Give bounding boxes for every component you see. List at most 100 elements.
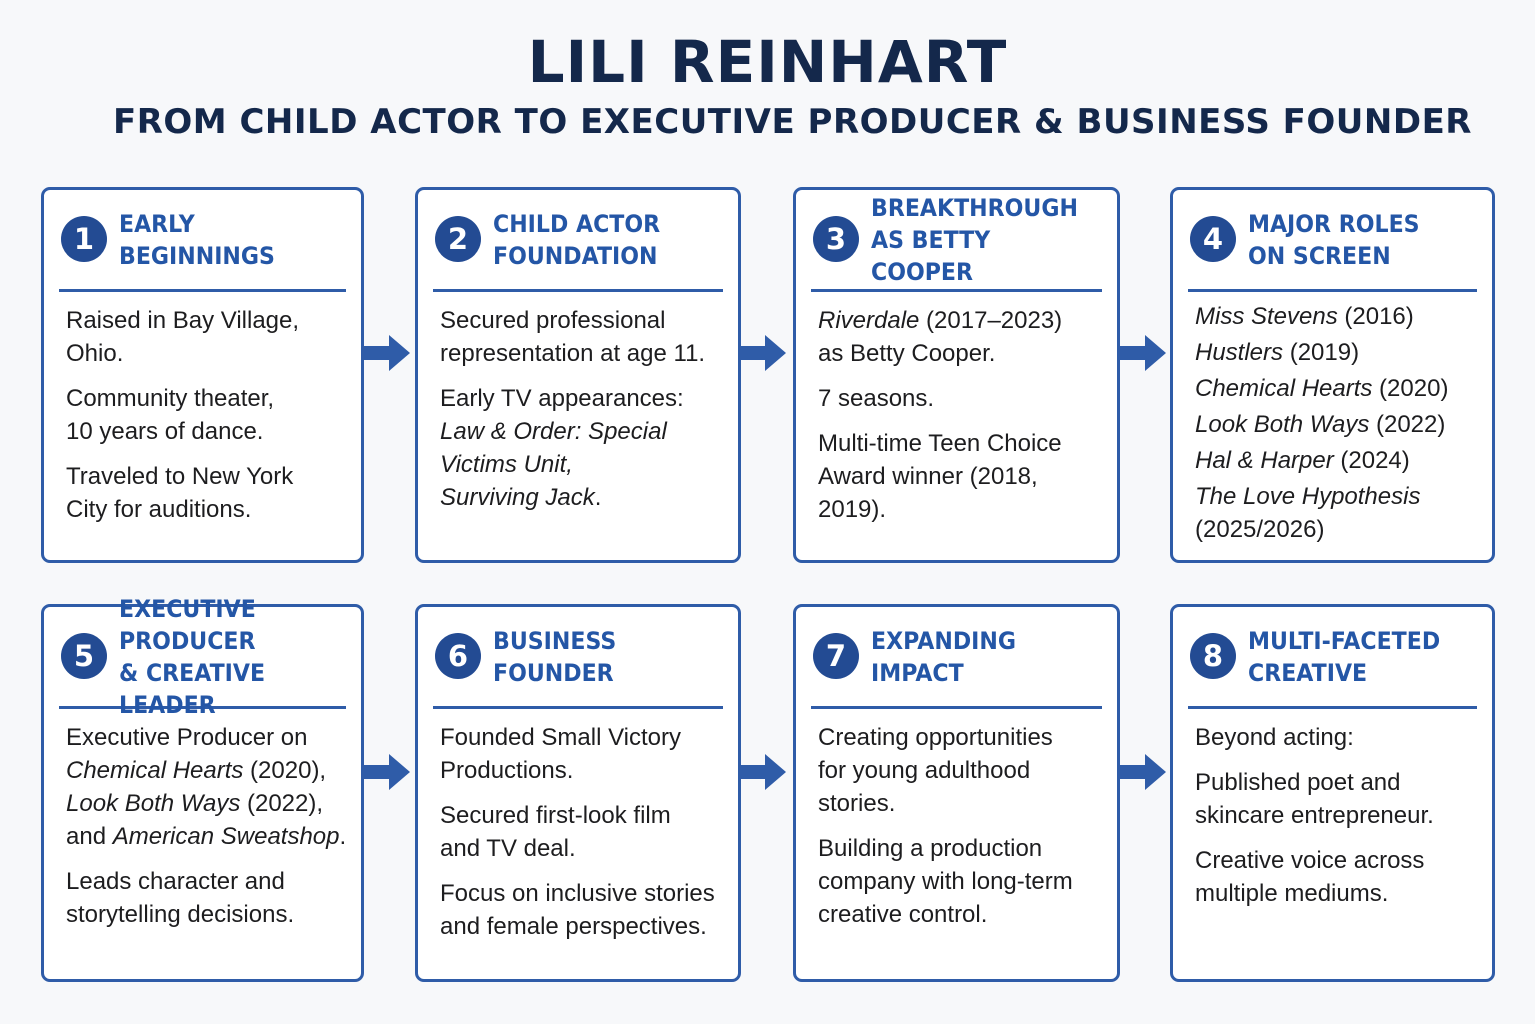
step-header: 8 MULTI-FACETED CREATIVE bbox=[1188, 607, 1477, 709]
step-title-container: BREAKTHROUGH AS BETTY COOPER bbox=[871, 190, 1084, 289]
body-text: Published poet and skincare entrepreneur. bbox=[1195, 769, 1434, 829]
body-text: Focus on inclusive stories and female per… bbox=[440, 880, 715, 940]
body-text: . bbox=[339, 823, 347, 850]
step-paragraph: The Love Hypothesis (2025/2026) bbox=[1195, 480, 1480, 546]
step-paragraph: Traveled to New York City for auditions. bbox=[66, 460, 349, 526]
title-italic-text: Riverdale bbox=[818, 307, 920, 334]
step-body: Executive Producer on Chemical Hearts (20… bbox=[66, 721, 349, 943]
step-title: BUSINESS FOUNDER bbox=[493, 626, 617, 687]
body-text: Beyond acting: bbox=[1195, 724, 1354, 751]
page-subtitle: FROM CHILD ACTOR TO EXECUTIVE PRODUCER &… bbox=[113, 102, 1472, 142]
step-number-badge: 5 bbox=[61, 633, 107, 679]
body-text: Community theater, 10 years of dance. bbox=[66, 385, 275, 445]
title-italic-text: Miss Stevens bbox=[1195, 303, 1338, 330]
step-card-8: 8 MULTI-FACETED CREATIVE Beyond acting: Pub… bbox=[1170, 604, 1495, 982]
body-text: Early TV appearances: bbox=[440, 385, 684, 412]
step-body: Raised in Bay Village, Ohio. Community the… bbox=[66, 304, 349, 538]
step-card-4: 4 MAJOR ROLES ON SCREEN Miss Stevens (2016… bbox=[1170, 187, 1495, 563]
body-text: 7 seasons. bbox=[818, 385, 935, 412]
step-paragraph: Hal & Harper (2024) bbox=[1195, 444, 1480, 477]
step-paragraph: Miss Stevens (2016) bbox=[1195, 300, 1480, 333]
step-card-7: 7 EXPANDING IMPACT Creating opportunities f… bbox=[793, 604, 1120, 982]
step-paragraph: Founded Small Victory Productions. bbox=[440, 721, 726, 787]
step-header: 1 EARLY BEGINNINGS bbox=[59, 190, 346, 292]
body-text: (2022) bbox=[1369, 411, 1446, 438]
step-title-container: EXECUTIVE PRODUCER & CREATIVE LEADER bbox=[119, 595, 328, 719]
step-paragraph: Chemical Hearts (2020) bbox=[1195, 372, 1480, 405]
step-paragraph: Published poet and skincare entrepreneur. bbox=[1195, 766, 1480, 832]
step-title-container: BUSINESS FOUNDER bbox=[493, 607, 705, 706]
body-text: Leads character and storytelling decision… bbox=[66, 868, 295, 928]
body-text: Secured professional representation at ag… bbox=[440, 307, 706, 367]
step-number-badge: 4 bbox=[1190, 216, 1236, 262]
step-number-badge: 3 bbox=[813, 216, 859, 262]
step-body: Creating opportunities for young adulthoo… bbox=[818, 721, 1105, 943]
step-card-3: 3 BREAKTHROUGH AS BETTY COOPER Riverdale (… bbox=[793, 187, 1120, 563]
step-card-6: 6 BUSINESS FOUNDER Founded Small Victory Pr… bbox=[415, 604, 741, 982]
body-text: Founded Small Victory Productions. bbox=[440, 724, 682, 784]
step-paragraph: Secured professional representation at ag… bbox=[440, 304, 726, 370]
step-title: CHILD ACTOR FOUNDATION bbox=[493, 209, 661, 270]
right-arrow-icon bbox=[1118, 754, 1166, 790]
step-paragraph: Look Both Ways (2022) bbox=[1195, 408, 1480, 441]
body-text: (2016) bbox=[1337, 303, 1414, 330]
body-text: (2020) bbox=[1372, 375, 1449, 402]
title-italic-text: Hustlers bbox=[1195, 339, 1284, 366]
right-arrow-icon bbox=[362, 754, 410, 790]
body-text: Raised in Bay Village, Ohio. bbox=[66, 307, 300, 367]
step-paragraph: Multi-time Teen Choice Award winner (2018… bbox=[818, 427, 1105, 526]
step-header: 5 EXECUTIVE PRODUCER & CREATIVE LEADER bbox=[59, 595, 346, 719]
step-title-container: EXPANDING IMPACT bbox=[871, 607, 1084, 706]
step-number-badge: 6 bbox=[435, 633, 481, 679]
right-arrow-icon bbox=[1118, 335, 1166, 371]
title-italic-text: Law & Order: Special Victims Unit, Survivi… bbox=[440, 418, 667, 511]
step-paragraph: Raised in Bay Village, Ohio. bbox=[66, 304, 349, 370]
step-paragraph: 7 seasons. bbox=[818, 382, 1105, 415]
step-title: BREAKTHROUGH AS BETTY COOPER bbox=[871, 193, 1078, 286]
step-header: 3 BREAKTHROUGH AS BETTY COOPER bbox=[811, 190, 1102, 292]
page-title: LILI REINHART bbox=[527, 28, 1008, 96]
step-paragraph: Creative voice across multiple mediums. bbox=[1195, 844, 1480, 910]
body-text: . bbox=[594, 484, 602, 511]
body-text: Traveled to New York City for auditions. bbox=[66, 463, 294, 523]
body-text: (2022), and bbox=[66, 790, 324, 850]
step-card-2: 2 CHILD ACTOR FOUNDATION Secured professio… bbox=[415, 187, 741, 563]
right-arrow-icon bbox=[362, 335, 410, 371]
step-paragraph: Leads character and storytelling decision… bbox=[66, 865, 349, 931]
step-title: EXPANDING IMPACT bbox=[871, 626, 1016, 687]
step-title: EARLY BEGINNINGS bbox=[119, 209, 275, 270]
right-arrow-icon bbox=[738, 754, 786, 790]
step-number-badge: 1 bbox=[61, 216, 107, 262]
body-text: Secured first-look film and TV deal. bbox=[440, 802, 671, 862]
step-title-container: MULTI-FACETED CREATIVE bbox=[1248, 607, 1459, 706]
step-body: Beyond acting: Published poet and skincare… bbox=[1195, 721, 1480, 922]
step-title: MAJOR ROLES ON SCREEN bbox=[1248, 209, 1420, 270]
step-paragraph: Executive Producer on Chemical Hearts (20… bbox=[66, 721, 349, 853]
body-text: (2017–2023) as Betty Cooper. bbox=[818, 307, 1063, 367]
step-number-badge: 2 bbox=[435, 216, 481, 262]
step-card-5: 5 EXECUTIVE PRODUCER & CREATIVE LEADER Exe… bbox=[41, 595, 364, 982]
body-text: (2024) bbox=[1333, 447, 1410, 474]
title-italic-text: Look Both Ways bbox=[1195, 411, 1370, 438]
step-title-container: EARLY BEGINNINGS bbox=[119, 190, 328, 289]
step-paragraph: Riverdale (2017–2023) as Betty Cooper. bbox=[818, 304, 1105, 370]
body-text: Creative voice across multiple mediums. bbox=[1195, 847, 1425, 907]
title-italic-text: The Love Hypothesis bbox=[1195, 483, 1421, 510]
step-body: Secured professional representation at ag… bbox=[440, 304, 726, 526]
body-text: (2019) bbox=[1283, 339, 1360, 366]
step-card-1: 1 EARLY BEGINNINGS Raised in Bay Village, O… bbox=[41, 187, 364, 563]
step-body: Founded Small Victory Productions. Secured… bbox=[440, 721, 726, 955]
step-title: EXECUTIVE PRODUCER & CREATIVE LEADER bbox=[119, 594, 266, 719]
title-italic-text: Chemical Hearts bbox=[66, 757, 244, 784]
step-paragraph: Hustlers (2019) bbox=[1195, 336, 1480, 369]
body-text: (2020), bbox=[243, 757, 327, 784]
body-text: Multi-time Teen Choice Award winner (2018… bbox=[818, 430, 1062, 523]
step-title: MULTI-FACETED CREATIVE bbox=[1248, 626, 1441, 687]
title-italic-text: Hal & Harper bbox=[1195, 447, 1334, 474]
step-header: 4 MAJOR ROLES ON SCREEN bbox=[1188, 190, 1477, 292]
step-header: 6 BUSINESS FOUNDER bbox=[433, 607, 723, 709]
step-paragraph: Secured first-look film and TV deal. bbox=[440, 799, 726, 865]
step-title-container: CHILD ACTOR FOUNDATION bbox=[493, 190, 705, 289]
title-italic-text: Look Both Ways bbox=[66, 790, 241, 817]
title-italic-text: American Sweatshop bbox=[112, 823, 340, 850]
